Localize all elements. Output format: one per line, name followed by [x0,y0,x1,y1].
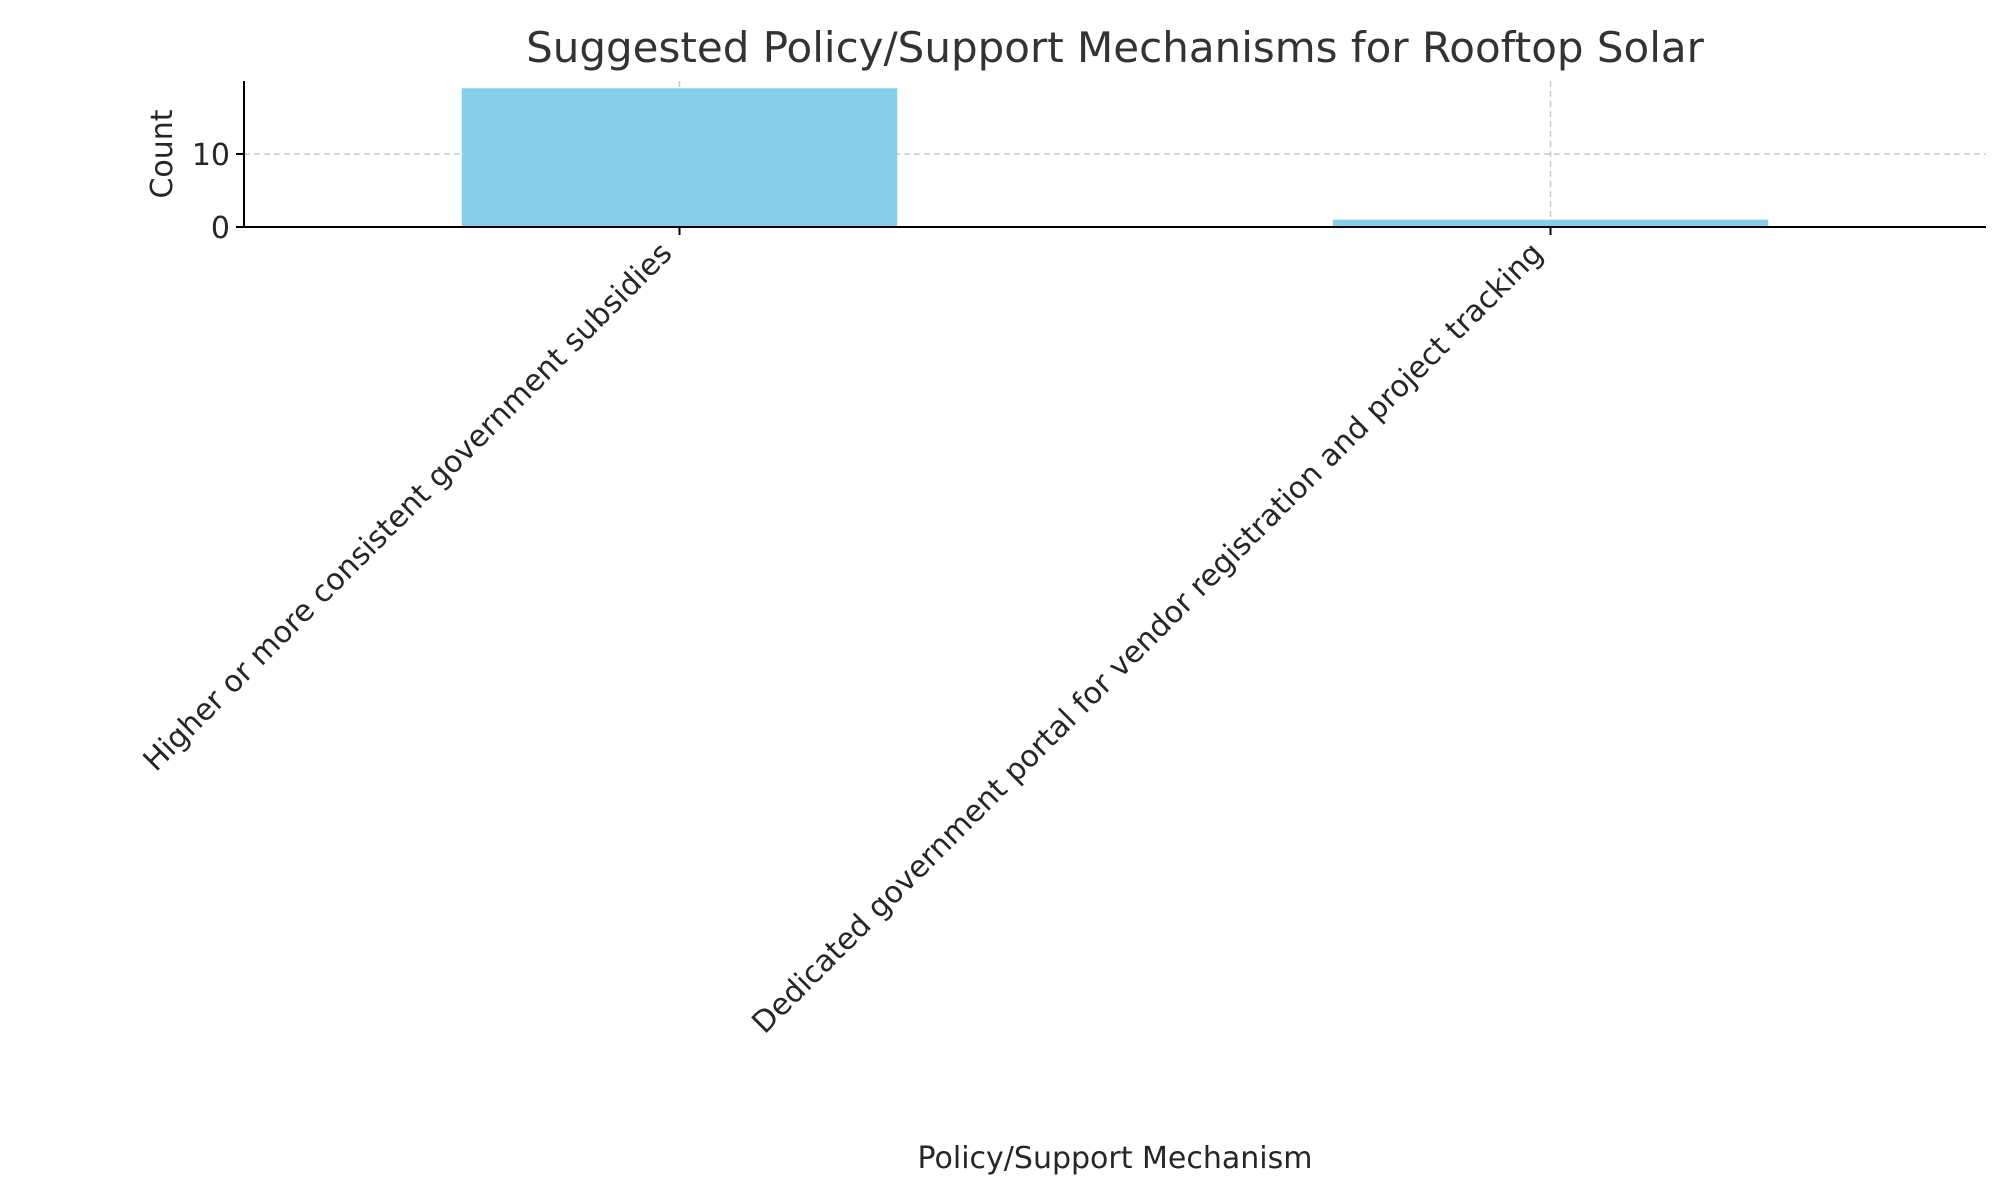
y-tick-label: 10 [192,138,230,173]
ticks-layer: 0 10 Higher or more consistent government … [137,138,1552,1041]
y-tick-label: 0 [211,211,230,246]
x-tick-label: Higher or more consistent government sub… [137,236,680,779]
bars-layer [461,88,1769,227]
bar [461,88,898,227]
chart-title: Suggested Policy/Support Mechanisms for … [526,23,1705,72]
y-axis-title: Count [145,109,180,198]
bar [1332,219,1769,227]
x-tick-label: Dedicated government portal for vendor r… [745,236,1550,1041]
x-axis-title: Policy/Support Mechanism [918,1141,1313,1176]
